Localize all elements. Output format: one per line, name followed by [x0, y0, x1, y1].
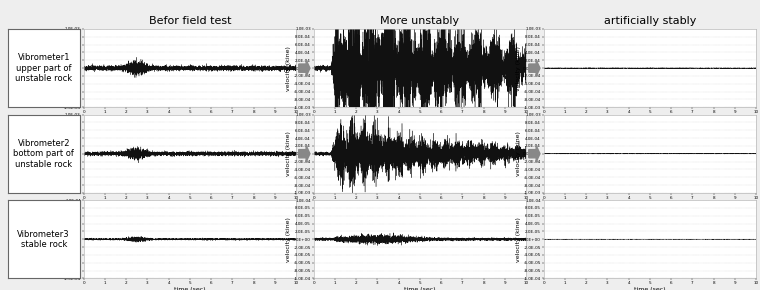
Text: Vibrometer3
stable rock: Vibrometer3 stable rock	[17, 230, 70, 249]
X-axis label: time (sec): time (sec)	[404, 287, 435, 290]
Y-axis label: velocity (kine): velocity (kine)	[56, 217, 61, 262]
X-axis label: time (sec): time (sec)	[174, 116, 206, 121]
X-axis label: time (sec): time (sec)	[174, 287, 206, 290]
FancyArrow shape	[299, 60, 310, 76]
Y-axis label: velocity (kine): velocity (kine)	[56, 46, 61, 90]
X-axis label: time (sec): time (sec)	[634, 202, 666, 207]
Y-axis label: velocity (kine): velocity (kine)	[516, 46, 521, 90]
Text: Vibrometer2
bottom part of
unstable rock: Vibrometer2 bottom part of unstable rock	[13, 139, 74, 168]
Y-axis label: velocity (kine): velocity (kine)	[516, 131, 521, 176]
X-axis label: time (sec): time (sec)	[404, 116, 435, 121]
X-axis label: time (sec): time (sec)	[634, 116, 666, 121]
Y-axis label: velocity (kine): velocity (kine)	[286, 131, 291, 176]
X-axis label: time (sec): time (sec)	[404, 202, 435, 207]
X-axis label: time (sec): time (sec)	[174, 202, 206, 207]
Text: More unstably: More unstably	[380, 16, 460, 26]
Text: artificially stably: artificially stably	[603, 16, 696, 26]
Text: Vibrometer1
upper part of
unstable rock: Vibrometer1 upper part of unstable rock	[15, 53, 72, 83]
Text: Befor field test: Befor field test	[149, 16, 231, 26]
FancyArrow shape	[529, 60, 540, 76]
Y-axis label: velocity (kine): velocity (kine)	[56, 131, 61, 176]
Y-axis label: velocity (kine): velocity (kine)	[516, 217, 521, 262]
FancyArrow shape	[529, 146, 540, 162]
FancyArrow shape	[299, 146, 310, 162]
Y-axis label: velocity (kine): velocity (kine)	[286, 46, 291, 90]
X-axis label: time (sec): time (sec)	[634, 287, 666, 290]
Y-axis label: velocity (kine): velocity (kine)	[286, 217, 291, 262]
